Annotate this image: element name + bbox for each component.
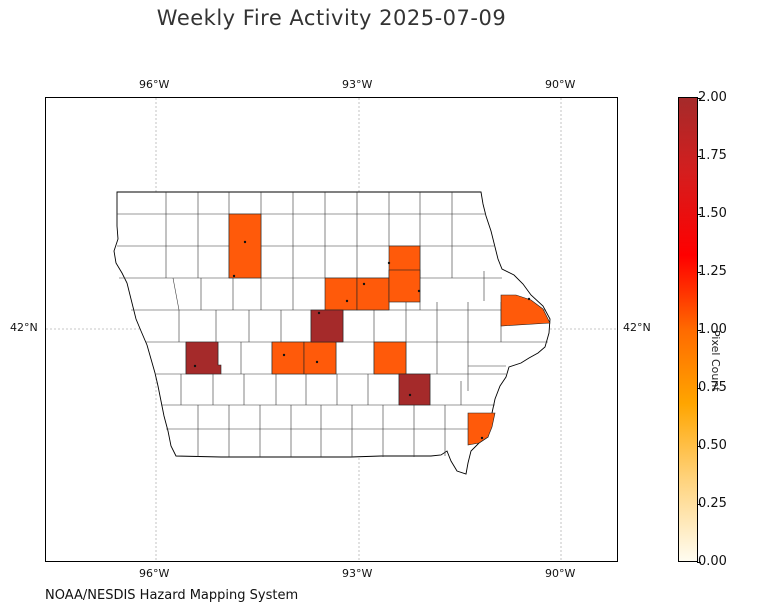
county-fire-11: [310, 309, 344, 343]
colorbar-tick: 1.00: [697, 322, 727, 337]
colorbar-label: Pixel Count: [709, 330, 722, 392]
top-lon-tick-90w: 90°W: [545, 78, 576, 91]
county-fire-3: [324, 277, 358, 311]
iowa-county-map: [46, 98, 617, 561]
colorbar-tick: 2.00: [697, 90, 727, 105]
county-fire-7: [271, 341, 305, 375]
map-title: Weekly Fire Activity 2025-07-09: [156, 6, 507, 30]
fire-detections: [193, 240, 531, 440]
colorbar-tick: 1.25: [697, 264, 727, 279]
colorbar-tick: 1.75: [697, 148, 727, 163]
fire-counties: [185, 213, 551, 446]
colorbar-tick: 0.25: [697, 496, 727, 511]
county-fire-10: [467, 412, 496, 446]
county-fire-4: [356, 277, 390, 311]
source-credit: NOAA/NESDIS Hazard Mapping System: [45, 588, 299, 603]
county-fire-1: [228, 213, 262, 279]
county-fire-9: [373, 341, 407, 375]
map-area: [45, 97, 618, 562]
top-lon-tick-96w: 96°W: [139, 78, 170, 91]
bottom-lon-tick-96w: 96°W: [139, 567, 170, 580]
bottom-lon-tick-93w: 93°W: [342, 567, 373, 580]
colorbar-tick: 1.50: [697, 206, 727, 221]
colorbar: [678, 97, 698, 562]
county-fire-8: [303, 341, 337, 375]
right-lat-tick-42n: 42°N: [623, 321, 651, 334]
colorbar-tick: 0.00: [697, 554, 727, 569]
bottom-lon-tick-90w: 90°W: [545, 567, 576, 580]
county-fire-6: [500, 294, 551, 327]
colorbar-tick: 0.75: [697, 380, 727, 395]
county-fire-13: [398, 373, 431, 406]
left-lat-tick-42n: 42°N: [10, 321, 38, 334]
top-lon-tick-93w: 93°W: [342, 78, 373, 91]
county-fire-5: [388, 269, 421, 303]
county-fire-12: [185, 341, 222, 375]
colorbar-tick: 0.50: [697, 438, 727, 453]
